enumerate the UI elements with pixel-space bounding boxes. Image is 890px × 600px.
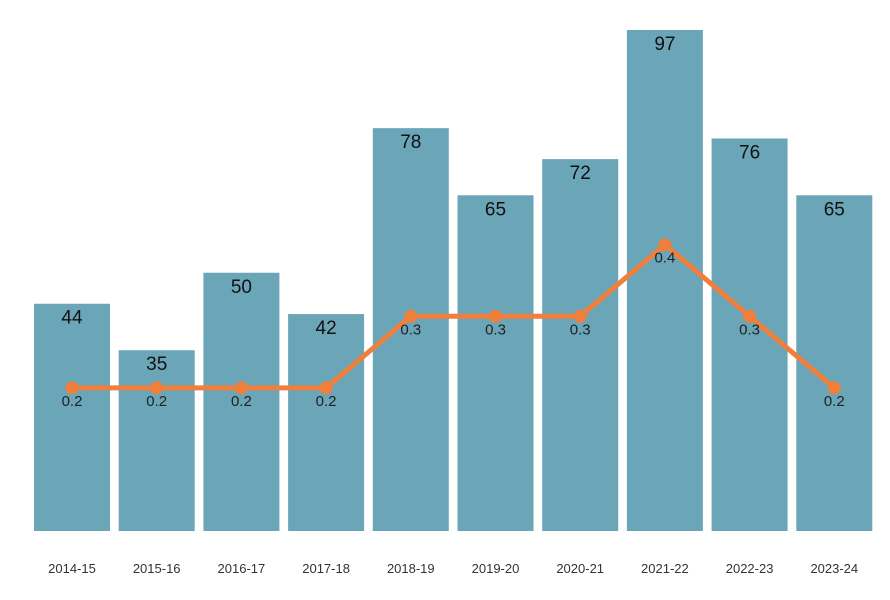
bar-value-label-2017-18: 42 (316, 318, 337, 339)
bar-value-label-2015-16: 35 (146, 354, 167, 375)
line-value-label-2022-23: 0.3 (739, 321, 760, 338)
bar-2017-18 (288, 314, 365, 531)
x-tick-label-2022-23: 2022-23 (726, 561, 774, 576)
bar-value-label-2014-15: 44 (61, 308, 83, 329)
bar-value-label-2016-17: 50 (231, 277, 252, 298)
bar-value-label-2020-21: 72 (570, 163, 591, 184)
line-value-label-2016-17: 0.2 (231, 393, 252, 410)
line-point-2022-23 (743, 309, 757, 323)
line-point-2017-18 (319, 381, 333, 395)
bar-value-label-2023-24: 65 (824, 199, 845, 220)
line-series (69, 242, 837, 391)
x-tick-label-2016-17: 2016-17 (218, 561, 266, 576)
bar-value-label-2019-20: 65 (485, 199, 506, 220)
bar-2023-24 (796, 195, 873, 531)
line-point-2020-21 (573, 309, 587, 323)
bars-layer (34, 30, 873, 531)
bar-2021-22 (626, 30, 703, 531)
line-value-label-2019-20: 0.3 (485, 321, 506, 338)
bar-2019-20 (457, 195, 534, 531)
x-tick-label-2017-18: 2017-18 (302, 561, 350, 576)
bar-value-label-2021-22: 97 (654, 34, 675, 55)
x-tick-label-2020-21: 2020-21 (556, 561, 604, 576)
x-axis-ticks: 2014-15 2015-16 2016-17 2017-18 2018-19 2019-… (48, 561, 858, 576)
bar-2014-15 (34, 303, 110, 531)
bar-value-label-2018-19: 78 (400, 132, 421, 153)
x-tick-label-2019-20: 2019-20 (472, 561, 520, 576)
line-point-2019-20 (489, 309, 502, 323)
line-point-2018-19 (404, 309, 418, 323)
x-tick-label-2023-24: 2023-24 (810, 561, 858, 576)
bar-labels-layer: 44 35 50 42 78 65 72 97 76 65 (61, 34, 844, 375)
line-point-2014-15 (65, 381, 79, 395)
line-point-2016-17 (234, 381, 248, 395)
line-layer (65, 238, 841, 395)
line-value-label-2020-21: 0.3 (570, 321, 591, 338)
x-tick-label-2015-16: 2015-16 (133, 561, 181, 576)
bar-2016-17 (203, 272, 280, 531)
bar-2018-19 (372, 128, 449, 531)
line-value-label-2023-24: 0.2 (824, 393, 845, 410)
x-tick-label-2021-22: 2021-22 (641, 561, 689, 576)
line-value-label-2015-16: 0.2 (146, 393, 167, 410)
line-value-label-2017-18: 0.2 (316, 393, 337, 410)
bar-2020-21 (542, 159, 619, 531)
line-point-2023-24 (827, 381, 841, 395)
line-labels-layer: 0.2 0.2 0.2 0.2 0.3 0.3 0.3 0.4 0.3 0.2 (62, 250, 845, 410)
bar-value-label-2022-23: 76 (739, 142, 760, 163)
line-value-label-2014-15: 0.2 (62, 393, 83, 410)
line-value-label-2021-22: 0.4 (654, 250, 675, 267)
x-tick-label-2018-19: 2018-19 (387, 561, 435, 576)
line-point-2021-22 (658, 238, 672, 252)
bar-2015-16 (118, 350, 195, 531)
line-value-label-2018-19: 0.3 (400, 321, 421, 338)
line-point-2015-16 (150, 381, 164, 395)
x-tick-label-2014-15: 2014-15 (48, 561, 96, 576)
